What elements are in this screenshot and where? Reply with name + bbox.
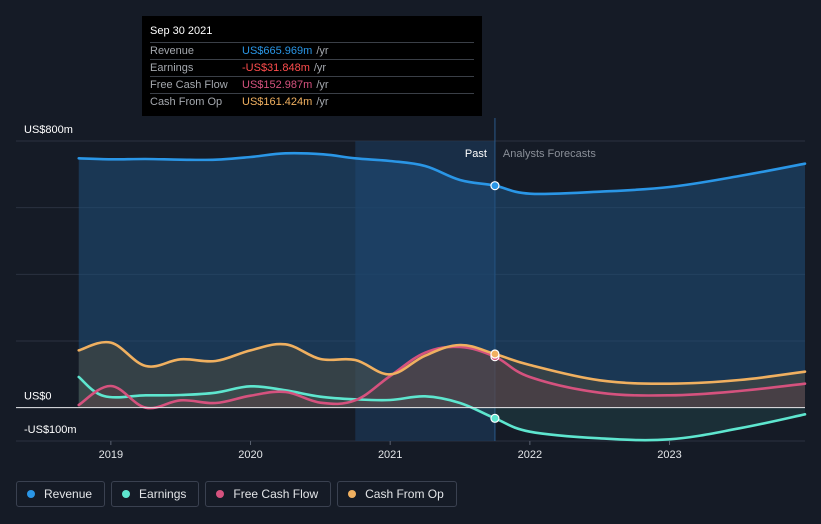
tooltip-value: -US$31.848m — [242, 62, 310, 74]
x-tick-label: 2022 — [518, 449, 542, 461]
free-cash-flow-line — [77, 345, 807, 410]
earnings-line — [77, 375, 807, 442]
tooltip-row-free-cash-flow: Free Cash Flow US$152.987m /yr — [150, 76, 474, 93]
x-tick-label: 2019 — [99, 449, 123, 461]
past-label: Past — [465, 148, 487, 160]
legend-item-free-cash-flow[interactable]: Free Cash Flow — [205, 481, 332, 507]
tooltip-value: US$152.987m — [242, 79, 313, 91]
earnings-dot-icon — [122, 490, 131, 498]
cash-from-op-marker — [490, 349, 500, 359]
free-cash-flow-area — [78, 346, 806, 409]
legend-item-cash-from-op[interactable]: Cash From Op — [337, 481, 457, 507]
y-tick-label: US$0 — [24, 391, 52, 403]
x-tick-label: 2023 — [657, 449, 681, 461]
x-axis-labels: 2019 2020 2021 2022 2023 — [99, 441, 682, 461]
revenue-marker — [490, 181, 500, 191]
forecast-label: Analysts Forecasts — [503, 148, 596, 160]
y-tick-label: US$800m — [24, 124, 73, 136]
revenue-line — [77, 151, 807, 196]
cash-from-op-line — [77, 340, 807, 385]
tooltip-label: Revenue — [150, 45, 195, 57]
tooltip-value: US$161.424m — [242, 96, 313, 108]
revenue-area — [78, 153, 806, 408]
legend-label: Revenue — [44, 487, 93, 501]
legend: Revenue Earnings Free Cash Flow Cash Fro… — [16, 481, 457, 507]
tooltip-label: Earnings — [150, 62, 194, 74]
tooltip-value: US$665.969m — [242, 45, 313, 57]
tooltip-label: Cash From Op — [150, 96, 223, 108]
tooltip-row-earnings: Earnings -US$31.848m /yr — [150, 59, 474, 76]
y-axis-labels: US$800m US$0 -US$100m — [24, 124, 77, 436]
legend-item-earnings[interactable]: Earnings — [111, 481, 200, 507]
tooltip: Sep 30 2021 Revenue US$665.969m /yr Earn… — [142, 16, 482, 116]
cash-from-op-dot-icon — [348, 490, 357, 498]
series-areas — [78, 153, 806, 441]
hover-markers — [490, 181, 500, 423]
tooltip-unit: /yr — [316, 45, 329, 57]
x-tick-label: 2021 — [378, 449, 402, 461]
tooltip-date: Sep 30 2021 — [150, 25, 213, 37]
cash-from-op-area — [78, 342, 806, 408]
legend-label: Cash From Op — [365, 487, 444, 501]
tooltip-label: Free Cash Flow — [150, 79, 228, 91]
y-tick-label: -US$100m — [24, 424, 77, 436]
legend-label: Earnings — [139, 487, 187, 501]
earnings-marker — [490, 413, 500, 423]
tooltip-row-revenue: Revenue US$665.969m /yr — [150, 42, 474, 59]
free-cash-flow-dot-icon — [216, 490, 225, 498]
tooltip-unit: /yr — [316, 79, 329, 91]
revenue-dot-icon — [27, 490, 35, 498]
tooltip-unit: /yr — [313, 62, 327, 74]
x-tick-label: 2020 — [238, 449, 262, 461]
legend-label: Free Cash Flow — [233, 487, 319, 501]
legend-item-revenue[interactable]: Revenue — [16, 481, 106, 507]
tooltip-row-cash-from-op: Cash From Op US$161.424m /yr — [150, 93, 474, 110]
tooltip-unit: /yr — [316, 96, 329, 108]
series-lines — [77, 151, 807, 442]
